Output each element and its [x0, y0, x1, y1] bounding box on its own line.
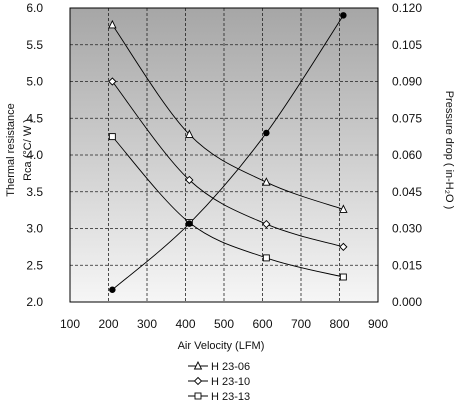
- series-line: [112, 136, 344, 278]
- x-tick-label: 300: [137, 317, 157, 331]
- y-left-tick-label: 5.0: [26, 75, 43, 89]
- svg-text:Pressure drop ( in-H₂O ): Pressure drop ( in-H₂O ): [443, 91, 454, 210]
- series-lines: [111, 15, 344, 291]
- x-tick-label: 800: [329, 317, 349, 331]
- triangle-marker: [108, 19, 117, 29]
- svg-text:Rca (°C/ W ): Rca (°C/ W ): [22, 119, 34, 181]
- x-tick-label: 900: [368, 317, 388, 331]
- triangle-marker: [339, 204, 348, 213]
- diamond-marker: [185, 175, 194, 185]
- y-left-tick-label: 6.0: [26, 1, 43, 15]
- y-right-tick-label: 0.120: [392, 1, 422, 15]
- plot-frame: [69, 7, 379, 303]
- y-right-tick-label: 0.105: [392, 38, 422, 52]
- square-marker: [108, 133, 116, 141]
- y-left-tick-label: 3.0: [26, 222, 43, 236]
- y-left-tick-label: 3.5: [26, 185, 43, 199]
- legend-label: H 23-10: [211, 376, 250, 388]
- y-right-tick-label: 0.060: [392, 148, 422, 162]
- triangle-marker: [193, 360, 203, 370]
- y-left-axis-title: Thermal resistance: [5, 103, 17, 197]
- circle-marker: [109, 286, 116, 294]
- y-right-tick-label: 0.015: [392, 258, 422, 272]
- y-right-tick-label: 0.030: [392, 222, 422, 236]
- y-right-tick-label: 0.075: [392, 111, 422, 125]
- y-left-tick-label: 2.0: [26, 295, 43, 309]
- x-tick-label: 100: [60, 317, 80, 331]
- circle-marker: [186, 220, 193, 227]
- circle-marker: [340, 12, 347, 19]
- square-marker: [339, 273, 347, 281]
- svg-text:Thermal resistance: Thermal resistance: [5, 103, 17, 197]
- y-right-axis-title: Pressure drop ( in-H₂O ): [443, 91, 454, 210]
- diamond-marker: [108, 77, 117, 86]
- y-right-tick-label: 0.045: [392, 185, 422, 199]
- x-tick-label: 600: [252, 317, 272, 331]
- x-tick-label: 700: [291, 317, 311, 331]
- x-axis-title: Air Velocity (LFM): [178, 340, 265, 352]
- grid-lines: [70, 8, 378, 302]
- x-tick-label: 400: [175, 317, 195, 331]
- y-left-tick-label: 2.5: [26, 258, 43, 272]
- triangle-marker: [262, 177, 271, 186]
- triangle-marker: [185, 129, 194, 138]
- diamond-marker: [193, 376, 203, 386]
- y-left-axis-subtitle: Rca (°C/ W ): [22, 119, 34, 181]
- y-right-tick-label: 0.090: [392, 75, 422, 89]
- x-tick-label: 500: [214, 317, 234, 331]
- tick-labels: 100 200 300 400 500 600 700 800 900 2.0 2.5 3.0 3.5 4…: [26, 1, 422, 331]
- legend: H 23-06 H 23-10 H 23-13: [188, 360, 250, 403]
- legend-label: H 23-06: [211, 361, 250, 373]
- diamond-marker: [339, 242, 348, 252]
- x-tick-label: 200: [98, 317, 118, 331]
- square-marker: [194, 392, 202, 400]
- y-right-tick-label: 0.000: [392, 295, 422, 309]
- y-left-tick-label: 4.0: [26, 148, 43, 162]
- square-marker: [262, 254, 270, 262]
- series-line: [112, 15, 344, 291]
- series-line: [111, 81, 344, 248]
- legend-label: H 23-13: [211, 391, 250, 403]
- y-left-tick-label: 4.5: [26, 111, 43, 125]
- diamond-marker: [262, 219, 271, 229]
- y-left-tick-label: 5.5: [26, 38, 43, 52]
- series-markers: [108, 12, 348, 294]
- series-line: [111, 24, 344, 210]
- circle-marker: [263, 129, 270, 137]
